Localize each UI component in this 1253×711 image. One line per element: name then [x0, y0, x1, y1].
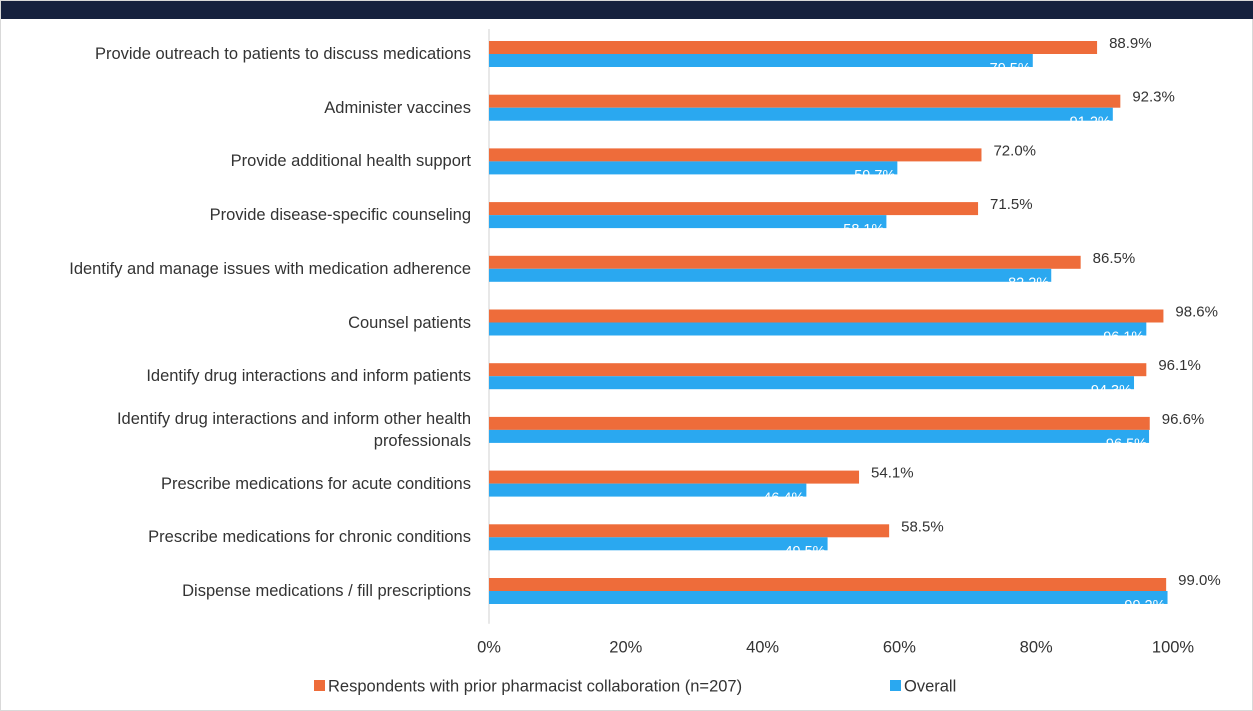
category-label: Provide additional health support — [230, 152, 471, 171]
legend-label: Respondents with prior pharmacist collab… — [328, 677, 742, 695]
bar — [489, 309, 1164, 323]
value-label: 99.0% — [1178, 572, 1221, 589]
x-tick-label: 100% — [1152, 638, 1195, 656]
value-label: 91.2% — [1070, 115, 1111, 131]
value-label: 59.7% — [854, 168, 895, 184]
x-tick-label: 0% — [477, 638, 501, 656]
category-label: Prescribe medications for chronic condit… — [148, 528, 471, 547]
category-label: Prescribe medications for acute conditio… — [161, 474, 471, 493]
category-label: Identify drug interactions and inform ot… — [116, 409, 471, 450]
bar — [489, 94, 1121, 108]
legend-label: Overall — [904, 677, 956, 695]
bar — [489, 416, 1150, 430]
bar — [489, 524, 890, 538]
x-tick-label: 80% — [1020, 638, 1053, 656]
legend-swatch — [314, 680, 325, 691]
value-label: 96.1% — [1103, 329, 1144, 345]
value-label: 49.5% — [784, 544, 825, 560]
bar — [489, 578, 1167, 591]
value-label: 71.5% — [990, 196, 1033, 213]
bar — [489, 148, 982, 162]
value-label: 99.2% — [1124, 598, 1165, 614]
bar — [489, 483, 807, 497]
x-tick-label: 40% — [746, 638, 779, 656]
value-label: 96.5% — [1106, 437, 1147, 453]
bar — [489, 268, 1052, 282]
value-label: 82.2% — [1008, 276, 1049, 292]
bar — [489, 537, 828, 551]
value-label: 54.1% — [871, 465, 914, 482]
legend-swatch — [890, 680, 901, 691]
bar — [489, 215, 887, 229]
bar — [489, 376, 1135, 390]
bar — [489, 322, 1147, 336]
bar — [489, 255, 1081, 269]
value-label: 79.5% — [990, 61, 1031, 77]
value-label: 86.5% — [1093, 250, 1136, 267]
value-label: 96.6% — [1162, 411, 1205, 428]
bar — [489, 429, 1150, 443]
value-label: 46.4% — [763, 490, 804, 506]
bar — [489, 161, 898, 175]
value-label: 72.0% — [993, 142, 1036, 159]
category-label: Identify drug interactions and inform pa… — [146, 367, 471, 386]
value-label: 58.1% — [843, 222, 884, 238]
value-label: 96.1% — [1158, 357, 1201, 374]
category-label: Counsel patients — [348, 313, 471, 332]
category-label: Provide disease-specific counseling — [209, 206, 471, 225]
category-label: Provide outreach to patients to discuss … — [94, 45, 471, 63]
bar — [489, 202, 979, 216]
header-band — [1, 1, 1253, 19]
bar — [489, 41, 1098, 54]
bar — [489, 107, 1113, 121]
value-label: 98.6% — [1175, 303, 1218, 320]
value-label: 92.3% — [1132, 89, 1175, 106]
category-label: Identify and manage issues with medicati… — [69, 259, 471, 278]
category-label: Administer vaccines — [324, 98, 471, 117]
value-label: 58.5% — [901, 518, 944, 535]
bar — [489, 591, 1168, 604]
category-label: Dispense medications / fill prescription… — [182, 582, 471, 600]
bar — [489, 470, 860, 484]
value-label: 94.3% — [1091, 383, 1132, 399]
bar — [489, 54, 1033, 67]
bar — [489, 363, 1147, 377]
x-tick-label: 20% — [609, 638, 642, 656]
value-label: 88.9% — [1109, 35, 1152, 52]
x-tick-label: 60% — [883, 638, 916, 656]
